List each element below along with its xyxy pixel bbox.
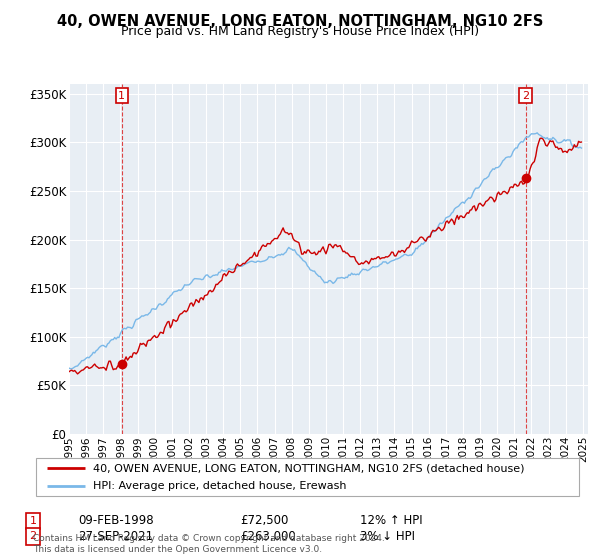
- Text: Price paid vs. HM Land Registry's House Price Index (HPI): Price paid vs. HM Land Registry's House …: [121, 25, 479, 38]
- Text: 3% ↓ HPI: 3% ↓ HPI: [360, 530, 415, 543]
- Text: 40, OWEN AVENUE, LONG EATON, NOTTINGHAM, NG10 2FS: 40, OWEN AVENUE, LONG EATON, NOTTINGHAM,…: [57, 14, 543, 29]
- FancyBboxPatch shape: [36, 458, 579, 496]
- Text: 27-SEP-2021: 27-SEP-2021: [78, 530, 153, 543]
- Text: 12% ↑ HPI: 12% ↑ HPI: [360, 514, 422, 528]
- Text: 40, OWEN AVENUE, LONG EATON, NOTTINGHAM, NG10 2FS (detached house): 40, OWEN AVENUE, LONG EATON, NOTTINGHAM,…: [93, 463, 524, 473]
- Text: Contains HM Land Registry data © Crown copyright and database right 2024.
This d: Contains HM Land Registry data © Crown c…: [33, 534, 385, 554]
- Text: 2: 2: [29, 531, 37, 542]
- Text: 2: 2: [522, 91, 529, 101]
- Text: 09-FEB-1998: 09-FEB-1998: [78, 514, 154, 528]
- Text: 1: 1: [118, 91, 125, 101]
- Text: £72,500: £72,500: [240, 514, 289, 528]
- Text: HPI: Average price, detached house, Erewash: HPI: Average price, detached house, Erew…: [93, 481, 347, 491]
- Text: 1: 1: [29, 516, 37, 526]
- Text: £263,000: £263,000: [240, 530, 296, 543]
